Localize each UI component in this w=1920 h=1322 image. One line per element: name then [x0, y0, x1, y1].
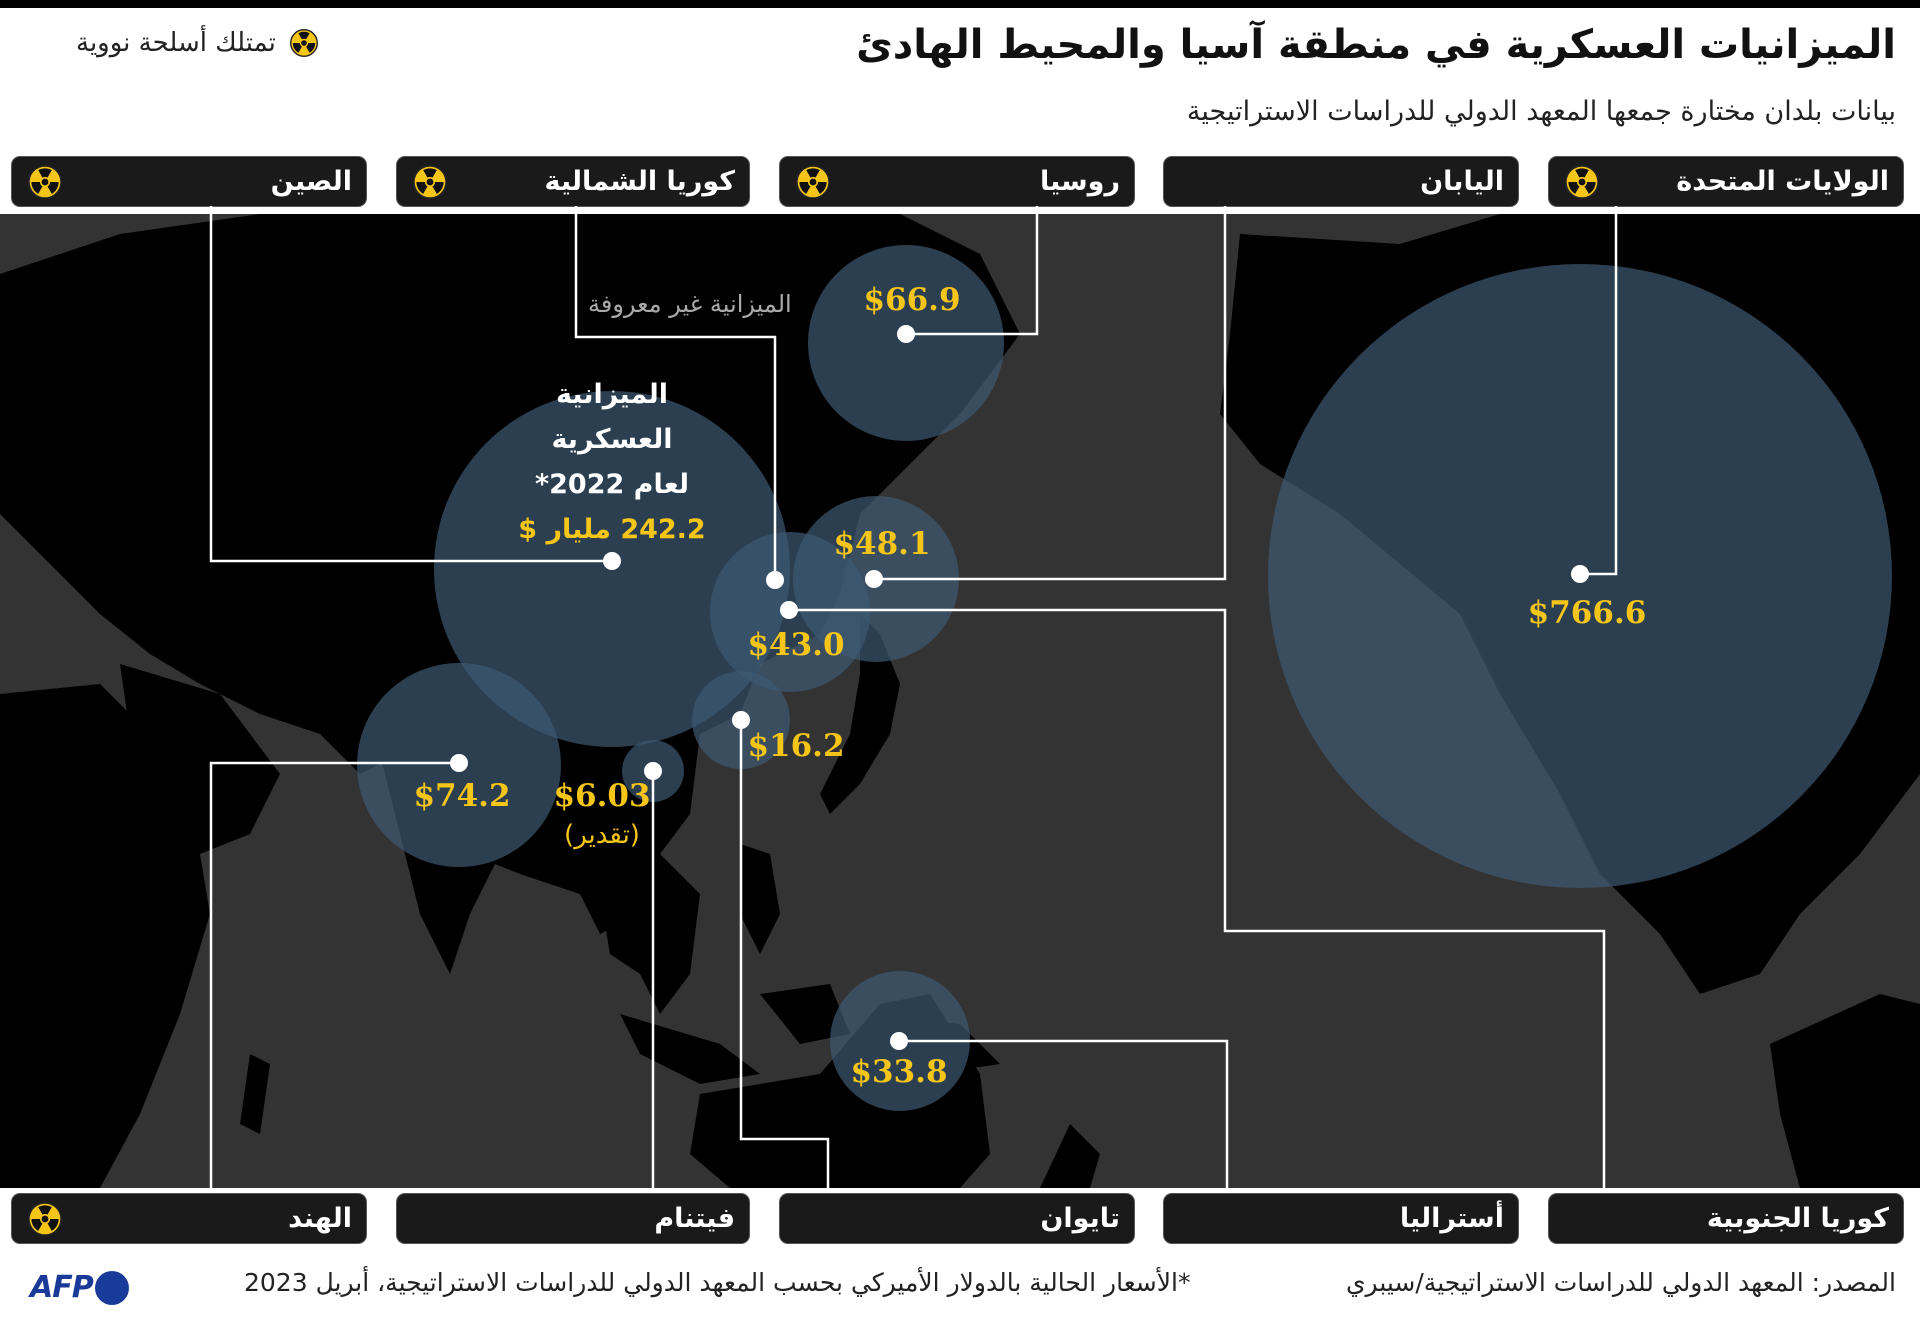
- country-name: أستراليا: [1399, 1203, 1504, 1234]
- page-title: الميزانيات العسكرية في منطقة آسيا والمحي…: [856, 22, 1896, 68]
- value-india: $74.2: [413, 778, 511, 814]
- value-russia: $66.9: [863, 282, 961, 318]
- value-australia: $33.8: [850, 1054, 948, 1090]
- label-russia: روسيا: [780, 157, 1134, 206]
- bubble-australia: [830, 971, 970, 1111]
- value-usa: $766.6: [1527, 595, 1647, 631]
- caption-line: العسكرية: [551, 424, 673, 455]
- afp-logo: AFP: [30, 1270, 129, 1305]
- label-usa: الولايات المتحدة: [1549, 157, 1903, 206]
- country-name: فيتنام: [654, 1203, 735, 1234]
- label-australia: أستراليا: [1164, 1194, 1518, 1243]
- bubble-india: [357, 663, 561, 867]
- country-name: تايوان: [1040, 1203, 1120, 1234]
- bubble-usa: [1268, 264, 1892, 888]
- country-name: اليابان: [1420, 166, 1504, 197]
- north-korea-budget-unknown: الميزانية غير معروفة: [588, 290, 792, 318]
- radiation-icon: [28, 165, 62, 199]
- legend-label: تمتلك أسلحة نووية: [76, 28, 276, 58]
- footnote-text: *الأسعار الحالية بالدولار الأميركي بحسب …: [244, 1268, 1191, 1297]
- country-name: روسيا: [1039, 166, 1120, 197]
- world-map: [0, 214, 1920, 1188]
- caption-line: لعام 2022*: [535, 469, 689, 500]
- radiation-icon: [1565, 165, 1599, 199]
- page-subtitle: بيانات بلدان مختارة جمعها المعهد الدولي …: [1186, 96, 1896, 127]
- label-taiwan: تايوان: [780, 1194, 1134, 1243]
- top-bar: [0, 0, 1920, 8]
- label-north-korea: كوريا الشمالية: [397, 157, 749, 206]
- map-area: [0, 214, 1920, 1188]
- caption-line: الميزانية: [555, 379, 669, 410]
- afp-logo-dot-icon: [94, 1270, 129, 1305]
- vietnam-estimate-note: (تقدير): [564, 820, 640, 850]
- value-taiwan: $16.2: [747, 728, 845, 764]
- country-name: الصين: [270, 166, 352, 197]
- country-name: كوريا الشمالية: [544, 166, 736, 197]
- bubble-russia: [808, 245, 1004, 441]
- source-text: المصدر: المعهد الدولي للدراسات الاستراتي…: [1345, 1268, 1896, 1297]
- afp-logo-text: AFP: [30, 1270, 94, 1305]
- country-name: الولايات المتحدة: [1676, 166, 1889, 197]
- radiation-icon: [28, 1202, 62, 1236]
- label-vietnam: فيتنام: [397, 1194, 749, 1243]
- country-name: كوريا الجنوبية: [1706, 1203, 1889, 1234]
- radiation-icon: [413, 165, 447, 199]
- china-value: 242.2 مليار $: [518, 514, 706, 545]
- country-name: الهند: [288, 1203, 352, 1234]
- value-vietnam: $6.03: [553, 778, 651, 814]
- label-south-korea: كوريا الجنوبية: [1549, 1194, 1903, 1243]
- value-south-korea: $43.0: [747, 627, 845, 663]
- radiation-icon: [796, 165, 830, 199]
- label-india: الهند: [12, 1194, 366, 1243]
- radiation-icon: [290, 29, 318, 57]
- label-china: الصين: [12, 157, 366, 206]
- legend: تمتلك أسلحة نووية: [76, 28, 318, 58]
- value-japan: $48.1: [833, 526, 931, 562]
- label-japan: اليابان: [1164, 157, 1518, 206]
- china-caption: الميزانية العسكرية لعام 2022* 242.2 مليا…: [518, 372, 705, 552]
